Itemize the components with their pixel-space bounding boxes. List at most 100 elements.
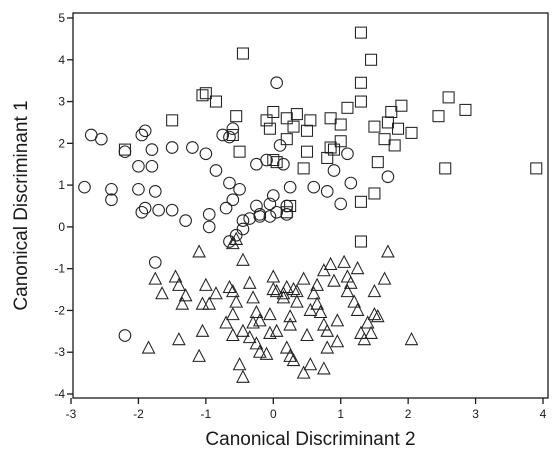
circle-point — [226, 122, 240, 136]
triangle-point — [300, 327, 314, 342]
circle-point — [307, 180, 321, 194]
triangle-point — [155, 286, 169, 300]
triangle-point — [266, 281, 281, 296]
y-tick-label: -4 — [54, 387, 65, 401]
triangle-point — [249, 304, 264, 319]
circle-point — [78, 180, 91, 194]
triangle-point — [242, 275, 257, 289]
triangle-point — [370, 309, 385, 323]
square-point — [290, 108, 303, 121]
circle-point — [165, 141, 179, 154]
circle-point — [145, 143, 159, 156]
circle-point — [270, 76, 283, 90]
triangle-point — [168, 269, 183, 283]
triangle-point — [232, 357, 247, 371]
square-point — [371, 156, 384, 169]
triangle-point — [290, 284, 304, 298]
square-point — [166, 114, 179, 127]
square-point — [280, 133, 293, 146]
x-axis-title: Canonical Discriminant 2 — [205, 429, 415, 450]
triangle-point — [330, 334, 345, 348]
square-point — [368, 120, 381, 133]
triangle-point — [316, 317, 331, 331]
square-point — [354, 76, 367, 89]
triangle-point — [195, 323, 210, 337]
circle-point — [223, 176, 236, 190]
circle-point — [209, 164, 223, 177]
triangle-point — [310, 296, 324, 310]
square-point — [354, 195, 367, 208]
triangle-point — [192, 244, 206, 258]
circle-point — [148, 185, 162, 198]
triangle-point — [367, 306, 382, 321]
triangle-point — [195, 296, 210, 310]
circle-point — [226, 193, 240, 207]
plot-area-frame — [72, 12, 549, 399]
triangle-point — [225, 284, 240, 298]
triangle-point — [279, 340, 294, 354]
x-tick-label: 1 — [337, 407, 344, 421]
triangle-point — [276, 290, 291, 304]
circle-point — [236, 214, 250, 227]
square-point — [267, 105, 280, 119]
triangle-point — [209, 286, 223, 300]
x-tick-label: -3 — [66, 407, 77, 421]
circle-point — [263, 210, 277, 223]
circle-point — [138, 201, 152, 215]
square-point — [388, 139, 401, 152]
square-point — [263, 122, 276, 135]
x-tick-label: 0 — [270, 407, 277, 421]
triangle-point — [404, 332, 419, 346]
triangle-point — [263, 306, 277, 321]
triangle-point — [198, 277, 213, 291]
triangle-point — [340, 269, 355, 283]
circle-point — [202, 208, 216, 221]
circle-point — [202, 220, 216, 234]
triangle-point — [178, 288, 193, 302]
data-markers — [78, 26, 543, 383]
square-point — [300, 124, 314, 137]
circle-point — [145, 159, 159, 173]
square-point — [284, 199, 297, 213]
square-point — [304, 114, 317, 127]
triangle-point — [252, 313, 267, 327]
y-tick-label: 2 — [58, 136, 65, 150]
triangle-point — [249, 336, 264, 350]
square-point — [459, 103, 472, 116]
square-point — [287, 120, 300, 133]
square-point — [226, 128, 239, 142]
circle-point — [266, 189, 280, 202]
square-point — [297, 162, 310, 175]
triangle-point — [283, 309, 298, 323]
circle-point — [118, 329, 132, 342]
square-point — [395, 99, 408, 112]
triangle-point — [340, 284, 355, 298]
circle-point — [381, 170, 395, 184]
square-point — [280, 112, 293, 125]
triangle-point — [296, 365, 311, 379]
square-point — [385, 105, 398, 119]
square-point — [327, 143, 340, 156]
triangle-point — [236, 323, 250, 337]
triangle-point — [296, 271, 311, 285]
square-point — [439, 162, 452, 175]
circle-point — [95, 132, 108, 146]
circle-point — [179, 214, 192, 227]
square-point — [354, 235, 367, 248]
triangle-point — [225, 235, 240, 250]
triangle-point — [354, 325, 368, 339]
triangle-point — [343, 275, 358, 289]
triangle-point — [246, 290, 260, 304]
x-tick-label: -2 — [133, 407, 144, 421]
circle-point — [236, 222, 250, 236]
square-point — [381, 116, 394, 129]
circle-point — [105, 182, 118, 196]
triangle-point — [266, 269, 281, 283]
circle-point — [263, 197, 277, 211]
circle-point — [135, 205, 149, 219]
square-point — [270, 156, 283, 169]
circle-point — [280, 208, 294, 221]
x-tick-label: 2 — [405, 407, 412, 421]
circle-point — [165, 203, 179, 217]
